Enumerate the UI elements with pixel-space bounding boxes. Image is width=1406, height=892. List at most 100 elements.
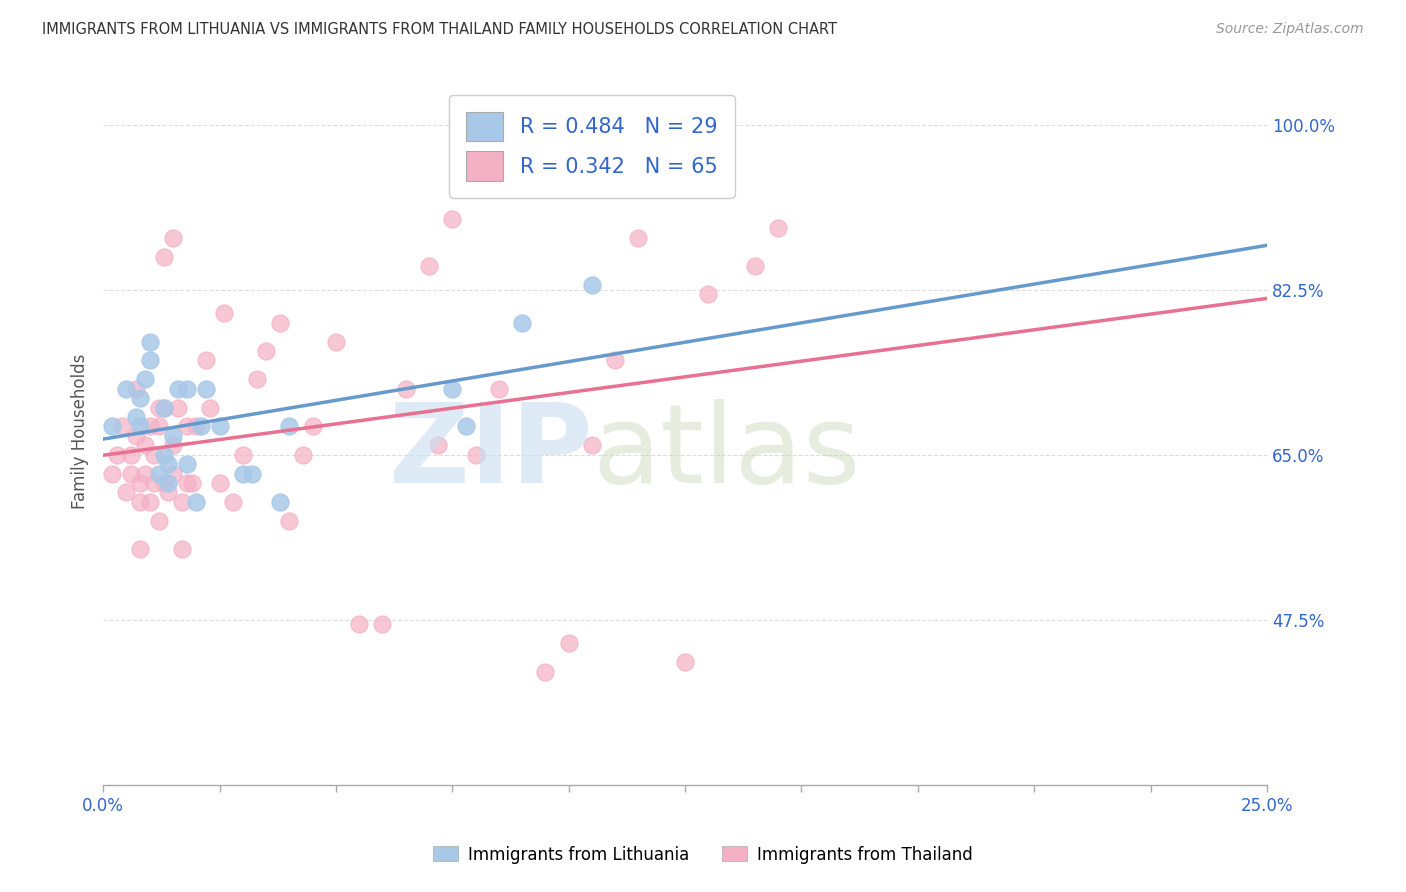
Point (138, 334, 160, 349)
Point (162, 438, 184, 452)
Point (166, 401, 188, 415)
Point (292, 448, 315, 462)
Point (581, 277, 603, 292)
Point (673, 655, 696, 669)
Legend: R = 0.484   N = 29, R = 0.342   N = 65: R = 0.484 N = 29, R = 0.342 N = 65 (450, 95, 734, 198)
Point (441, 382, 464, 396)
Point (395, 382, 418, 396)
Point (134, 372, 156, 386)
Point (138, 353, 160, 368)
Point (125, 382, 148, 396)
Point (111, 419, 134, 434)
Point (222, 495, 245, 509)
Point (101, 467, 124, 481)
Point (152, 250, 174, 264)
Point (120, 448, 142, 462)
Point (510, 316, 533, 330)
Text: IMMIGRANTS FROM LITHUANIA VS IMMIGRANTS FROM THAILAND FAMILY HOUSEHOLDS CORRELAT: IMMIGRANTS FROM LITHUANIA VS IMMIGRANTS … (42, 22, 837, 37)
Point (134, 438, 156, 452)
Point (166, 382, 188, 396)
Point (180, 475, 202, 490)
Point (143, 475, 166, 490)
Point (194, 353, 217, 368)
Point (278, 514, 301, 528)
Point (129, 475, 152, 490)
Point (269, 495, 291, 509)
Point (148, 419, 170, 434)
Point (115, 485, 138, 500)
Point (143, 448, 166, 462)
Point (254, 343, 277, 358)
Point (129, 419, 152, 434)
Text: Source: ZipAtlas.com: Source: ZipAtlas.com (1216, 22, 1364, 37)
Point (246, 372, 269, 386)
Point (125, 409, 148, 424)
Point (162, 231, 184, 245)
Point (138, 495, 160, 509)
Point (627, 231, 650, 245)
Point (125, 429, 148, 443)
Text: atlas: atlas (592, 399, 860, 506)
Point (534, 665, 557, 679)
Point (148, 467, 170, 481)
Point (186, 495, 208, 509)
Point (176, 382, 198, 396)
Point (172, 541, 194, 556)
Point (129, 541, 152, 556)
Point (176, 457, 198, 471)
Point (152, 448, 174, 462)
Point (198, 401, 221, 415)
Point (101, 419, 124, 434)
Point (427, 438, 450, 452)
Point (212, 306, 235, 320)
Point (172, 495, 194, 509)
Point (194, 382, 217, 396)
Point (766, 221, 789, 235)
Point (347, 617, 370, 632)
Point (371, 617, 394, 632)
Point (186, 419, 208, 434)
Point (162, 429, 184, 443)
Point (129, 495, 152, 509)
Point (441, 211, 464, 226)
Point (208, 419, 231, 434)
Point (134, 467, 156, 481)
Point (152, 475, 174, 490)
Point (325, 334, 347, 349)
Point (240, 467, 263, 481)
Point (152, 401, 174, 415)
Point (744, 259, 766, 273)
Text: ZIP: ZIP (388, 399, 592, 506)
Point (157, 475, 180, 490)
Point (138, 419, 160, 434)
Point (157, 457, 180, 471)
Point (269, 316, 291, 330)
Point (162, 467, 184, 481)
Point (697, 287, 720, 301)
Point (488, 382, 510, 396)
Point (152, 401, 174, 415)
Point (418, 259, 440, 273)
Point (176, 419, 198, 434)
Point (115, 382, 138, 396)
Point (105, 448, 128, 462)
Point (605, 353, 627, 368)
Legend: Immigrants from Lithuania, Immigrants from Thailand: Immigrants from Lithuania, Immigrants fr… (426, 839, 980, 871)
Point (157, 485, 180, 500)
Point (557, 636, 579, 650)
Point (190, 419, 212, 434)
Point (208, 475, 231, 490)
Point (301, 419, 323, 434)
Point (232, 448, 254, 462)
Point (176, 475, 198, 490)
Point (232, 467, 254, 481)
Y-axis label: Family Households: Family Households (72, 353, 89, 508)
Point (120, 467, 142, 481)
Point (456, 419, 478, 434)
Point (464, 448, 486, 462)
Point (456, 118, 478, 132)
Point (129, 391, 152, 405)
Point (148, 401, 170, 415)
Point (581, 438, 603, 452)
Point (278, 419, 301, 434)
